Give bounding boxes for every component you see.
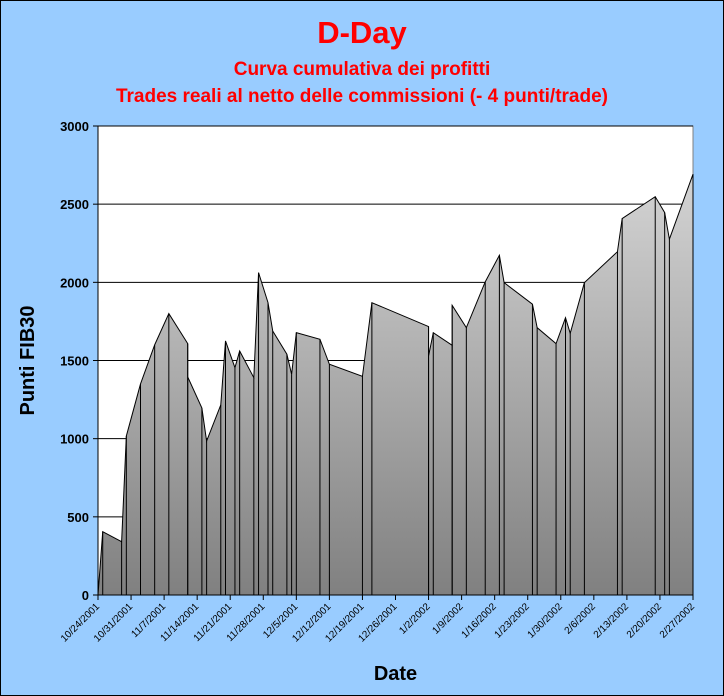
x-tick-label: 1/2/2002	[397, 601, 433, 637]
y-tick-label: 500	[67, 510, 89, 525]
y-tick-label: 0	[82, 588, 89, 603]
x-tick-label: 2/27/2002	[658, 601, 698, 641]
y-tick-label: 3000	[60, 119, 89, 134]
y-axis-label: Punti FIB30	[17, 305, 39, 415]
chart-title: D-Day	[317, 15, 407, 50]
x-axis-label: Date	[374, 663, 417, 685]
y-tick-label: 1500	[60, 354, 89, 369]
x-tick-label: 1/30/2002	[526, 601, 566, 641]
chart-subtitle-2: Trades reali al netto delle commissioni …	[115, 86, 608, 107]
chart-subtitle-1: Curva cumulativa dei profitti	[233, 59, 491, 80]
y-tick-label: 2000	[60, 275, 89, 290]
y-tick-label: 2500	[60, 197, 89, 212]
y-tick-label: 1000	[60, 432, 89, 447]
